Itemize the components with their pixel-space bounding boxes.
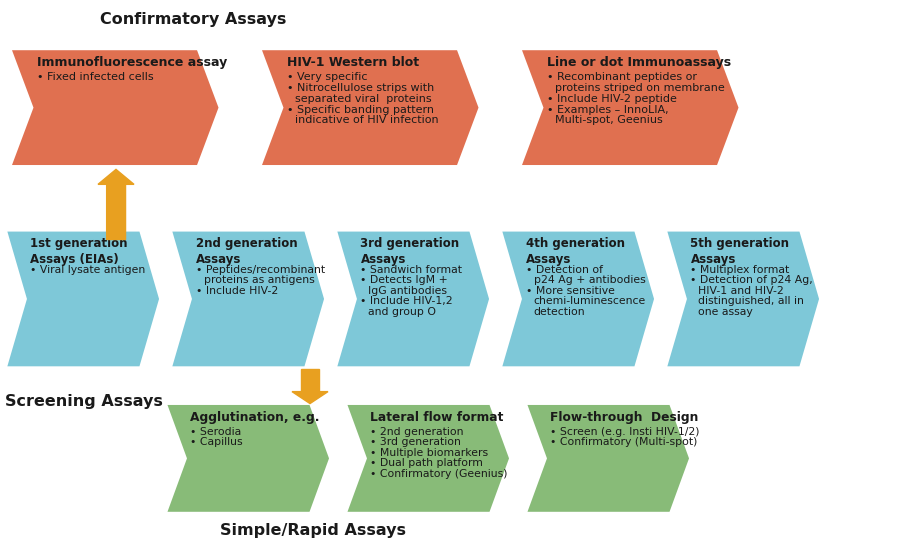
Polygon shape	[345, 404, 511, 513]
Text: Simple/Rapid Assays: Simple/Rapid Assays	[220, 523, 406, 538]
Polygon shape	[165, 404, 331, 513]
Text: • Include HIV-1,2: • Include HIV-1,2	[361, 296, 453, 306]
Text: • Recombinant peptides or: • Recombinant peptides or	[547, 72, 697, 82]
Text: indicative of HIV infection: indicative of HIV infection	[295, 115, 439, 125]
Text: • Multiple biomarkers: • Multiple biomarkers	[371, 448, 489, 458]
Text: detection: detection	[534, 307, 585, 317]
Polygon shape	[260, 49, 480, 166]
Text: • 2nd generation: • 2nd generation	[371, 427, 464, 437]
Polygon shape	[10, 49, 220, 166]
Text: Agglutination, e.g.: Agglutination, e.g.	[191, 410, 320, 423]
Text: • Peptides/recombinant: • Peptides/recombinant	[195, 265, 325, 275]
Text: Screening Assays: Screening Assays	[5, 393, 163, 409]
Text: • Detection of p24 Ag,: • Detection of p24 Ag,	[691, 275, 814, 285]
Text: • Detection of: • Detection of	[525, 265, 603, 275]
Text: • 3rd generation: • 3rd generation	[371, 437, 462, 447]
Text: proteins striped on membrane: proteins striped on membrane	[555, 83, 724, 93]
Text: Multi-spot, Geenius: Multi-spot, Geenius	[555, 115, 663, 125]
Text: • Dual path platform: • Dual path platform	[371, 459, 484, 468]
Text: Flow-through  Design: Flow-through Design	[551, 410, 699, 423]
Text: 5th generation
Assays: 5th generation Assays	[691, 237, 790, 266]
Text: • Specific banding pattern: • Specific banding pattern	[287, 105, 434, 114]
Text: Lateral flow format: Lateral flow format	[371, 410, 504, 423]
Polygon shape	[520, 49, 740, 166]
Text: • More sensitive: • More sensitive	[525, 286, 614, 296]
Polygon shape	[171, 230, 325, 367]
Polygon shape	[335, 230, 491, 367]
Text: 3rd generation
Assays: 3rd generation Assays	[361, 237, 460, 266]
Text: one assay: one assay	[698, 307, 754, 317]
Text: IgG antibodies: IgG antibodies	[368, 286, 447, 296]
Polygon shape	[107, 184, 125, 239]
Polygon shape	[301, 369, 319, 392]
Text: p24 Ag + antibodies: p24 Ag + antibodies	[534, 275, 645, 285]
Polygon shape	[665, 230, 821, 367]
Polygon shape	[98, 170, 134, 184]
Text: distinguished, all in: distinguished, all in	[698, 296, 804, 306]
Text: separated viral  proteins: separated viral proteins	[295, 94, 432, 104]
Polygon shape	[5, 230, 161, 367]
Text: • Nitrocellulose strips with: • Nitrocellulose strips with	[287, 83, 435, 93]
Text: • Serodia: • Serodia	[191, 427, 242, 437]
Text: Confirmatory Assays: Confirmatory Assays	[100, 12, 286, 27]
Text: HIV-1 and HIV-2: HIV-1 and HIV-2	[698, 286, 784, 296]
Text: • Confirmatory (Geenius): • Confirmatory (Geenius)	[371, 469, 508, 479]
Text: • Multiplex format: • Multiplex format	[691, 265, 790, 275]
Text: • Sandwich format: • Sandwich format	[361, 265, 463, 275]
Text: • Viral lysate antigen: • Viral lysate antigen	[31, 265, 145, 275]
Text: • Capillus: • Capillus	[191, 437, 243, 447]
Text: and group O: and group O	[368, 307, 436, 317]
Text: • Examples – InnoLIA,: • Examples – InnoLIA,	[547, 105, 669, 114]
Text: chemi-luminescence: chemi-luminescence	[534, 296, 645, 306]
Text: • Screen (e.g. Insti HIV-1/2): • Screen (e.g. Insti HIV-1/2)	[551, 427, 700, 437]
Text: • Confirmatory (Multi-spot): • Confirmatory (Multi-spot)	[551, 437, 698, 447]
Text: proteins as antigens: proteins as antigens	[204, 275, 315, 285]
Text: • Detects IgM +: • Detects IgM +	[361, 275, 448, 285]
Text: • Fixed infected cells: • Fixed infected cells	[37, 72, 154, 82]
Text: Immunofluorescence assay: Immunofluorescence assay	[37, 56, 227, 69]
Text: 4th generation
Assays: 4th generation Assays	[525, 237, 624, 266]
Text: HIV-1 Western blot: HIV-1 Western blot	[287, 56, 419, 69]
Polygon shape	[292, 392, 328, 404]
Text: • Include HIV-2 peptide: • Include HIV-2 peptide	[547, 94, 677, 104]
Text: • Very specific: • Very specific	[287, 72, 367, 82]
Text: Line or dot Immunoassays: Line or dot Immunoassays	[547, 56, 731, 69]
Polygon shape	[525, 404, 691, 513]
Polygon shape	[501, 230, 655, 367]
Text: • Include HIV-2: • Include HIV-2	[195, 286, 278, 296]
Text: 2nd generation
Assays: 2nd generation Assays	[195, 237, 297, 266]
Text: 1st generation
Assays (EIAs): 1st generation Assays (EIAs)	[31, 237, 128, 266]
